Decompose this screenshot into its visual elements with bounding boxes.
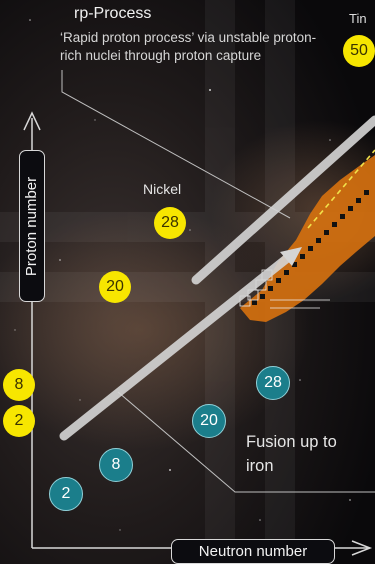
neutron-magic-20: 20 (192, 404, 226, 438)
proton-number-axis-label: Proton number (19, 150, 45, 302)
neutron-magic-2: 2 (49, 477, 83, 511)
nickel-label: Nickel (143, 181, 182, 197)
fusion-label: Fusion up to iron (246, 433, 337, 475)
proton-number-axis-text: Proton number (23, 176, 41, 276)
proton-magic-28: 28 (154, 207, 186, 239)
rp-process-description: ‘Rapid proton process’ via unstable prot… (60, 30, 317, 63)
rp-process-title: rp-Process (74, 5, 152, 22)
fusion-leader-line (117, 391, 375, 493)
dashed-guide (307, 149, 375, 229)
neutron-magic-28: 28 (256, 366, 290, 400)
fusion-arrow (59, 251, 295, 441)
proton-magic-50: 50 (343, 35, 375, 67)
neutron-number-axis-label: Neutron number (171, 539, 335, 564)
proton-magic-20: 20 (99, 271, 131, 303)
y-axis-arrowhead (23, 111, 41, 131)
stable-isotope-squares (252, 190, 369, 305)
nebula-glow (0, 210, 310, 450)
fusion-arrow-head (280, 247, 302, 266)
tin-label: Tin (349, 11, 367, 26)
rp-arrow (191, 115, 375, 285)
rp-process-path (240, 155, 375, 322)
proton-magic-2: 2 (3, 405, 35, 437)
proton-magic-8: 8 (3, 369, 35, 401)
rp-leader-line (61, 70, 291, 219)
x-axis-arrowhead (351, 540, 373, 556)
star-field (14, 19, 351, 531)
neutron-magic-8: 8 (99, 448, 133, 482)
